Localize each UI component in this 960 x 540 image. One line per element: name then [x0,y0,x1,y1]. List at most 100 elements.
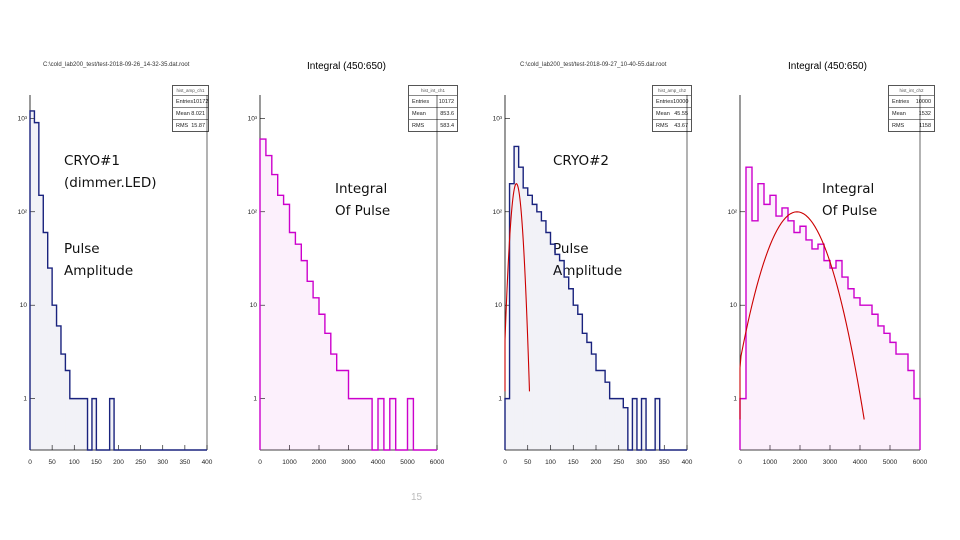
histogram-bin [38,195,44,450]
histogram-bin [623,407,628,450]
histogram-bin [91,398,97,450]
x-tick-label: 3000 [823,459,838,466]
histogram-bin [83,398,88,450]
histogram-bin [527,195,533,450]
x-tick-label: 150 [91,459,102,466]
histogram-bin [69,398,75,450]
annotation-cryo2: CRYO#2 Pulse Amplitude [553,153,623,279]
stat-entries: 10172 [193,98,209,105]
histogram-bin [573,305,578,450]
histogram-bin [555,254,560,450]
histogram-bin [47,268,53,450]
histogram-bin [564,277,569,450]
histogram-bin [600,370,606,450]
histogram-bin [342,370,349,450]
y-tick-label: 1 [23,396,27,403]
y-tick-label: 1 [498,396,502,403]
histogram-bin [545,232,551,450]
x-tick-label: 150 [568,459,579,466]
x-tick-label: 1000 [763,459,778,466]
histogram-bin [518,167,524,451]
histogram-bin [800,226,806,450]
histogram-bin [740,398,746,450]
x-tick-label: 0 [503,459,507,466]
stat-mean: 853.6 [440,110,454,117]
y-tick-label: 1 [253,396,257,403]
histogram-bin [505,398,510,450]
x-tick-label: 5000 [883,459,898,466]
histogram-bin [896,354,902,450]
x-tick-label: 250 [135,459,146,466]
histogram-bin [295,244,302,450]
histogram-bin [407,398,414,450]
histogram-bin [866,305,872,450]
x-tick-label: 0 [738,459,742,466]
histogram-bin [336,370,343,450]
x-tick-label: 2000 [793,459,808,466]
y-tick-label: 10³ [18,115,28,122]
stat-mean: 1532 [918,110,931,117]
histogram-bin [842,277,848,450]
histogram-bin [56,325,61,450]
histogram-bin [782,207,788,450]
x-tick-label: 50 [49,459,57,466]
histogram-bin [514,146,519,451]
x-tick-label: 1000 [282,459,297,466]
annotation-cryo1: CRYO#1 (dimmer.LED) Pulse Amplitude [64,153,157,279]
histogram-bin [860,305,866,450]
histogram-bin [609,398,615,450]
histogram-bin [307,281,314,450]
annotation-cryo1-integral: Integral Of Pulse [335,181,391,219]
x-tick-label: 3000 [341,459,356,466]
histogram-bin [260,139,266,450]
histogram-bin [812,248,818,450]
histogram-bin [618,398,624,450]
x-tick-label: 350 [659,459,670,466]
stat-mean: 8.021 [191,110,205,117]
histogram-bin [532,204,537,450]
histogram-bin [348,398,355,450]
histogram-bin [752,220,758,450]
stat-box-name: hist_amp_ch2 [657,88,687,93]
histogram-bin [65,370,70,450]
histogram-bin [806,239,812,450]
histogram-bin [60,354,66,450]
histogram-bin [109,398,115,450]
histogram-bin [74,398,79,450]
histogram-bin [605,382,610,450]
histogram-bin [523,187,528,451]
x-tick-label: 350 [179,459,190,466]
stat-entries: 10172 [438,98,454,105]
histogram-bin [641,398,647,450]
x-tick-label: 4000 [371,459,386,466]
x-tick-label: 400 [202,459,213,466]
histogram-bin [914,398,920,450]
histogram-bin [908,370,914,450]
histogram-bin [746,167,752,451]
stat-rms: 583.4 [440,122,454,129]
histogram-bin [271,174,278,450]
histogram-bin [836,260,842,450]
stat-entries: 10000 [915,98,931,105]
page-number: 15 [411,492,423,503]
histogram-bin [577,314,583,450]
gaussian-fit-curve [739,211,865,420]
histogram-bin [354,398,361,450]
histogram-bin [283,204,290,450]
stat-box: hist_int_ch2 Entries 10000 Mean 1532 RMS 11… [888,85,935,132]
histogram-bin [34,122,39,450]
histogram-bin [830,268,836,450]
y-tick-label: 10² [728,209,738,216]
histogram-bin [596,370,601,450]
x-tick-label: 0 [28,459,32,466]
histogram-bin [890,342,896,450]
histogram-bin [277,195,284,450]
histogram-bin [319,314,325,450]
x-tick-label: 200 [591,459,602,466]
y-tick-label: 10 [250,302,258,309]
histogram-bin [854,297,860,450]
histogram-bin [541,220,546,450]
stat-rms: 1158 [919,122,931,129]
x-tick-label: 6000 [430,459,445,466]
stat-entries: 10000 [673,98,689,105]
